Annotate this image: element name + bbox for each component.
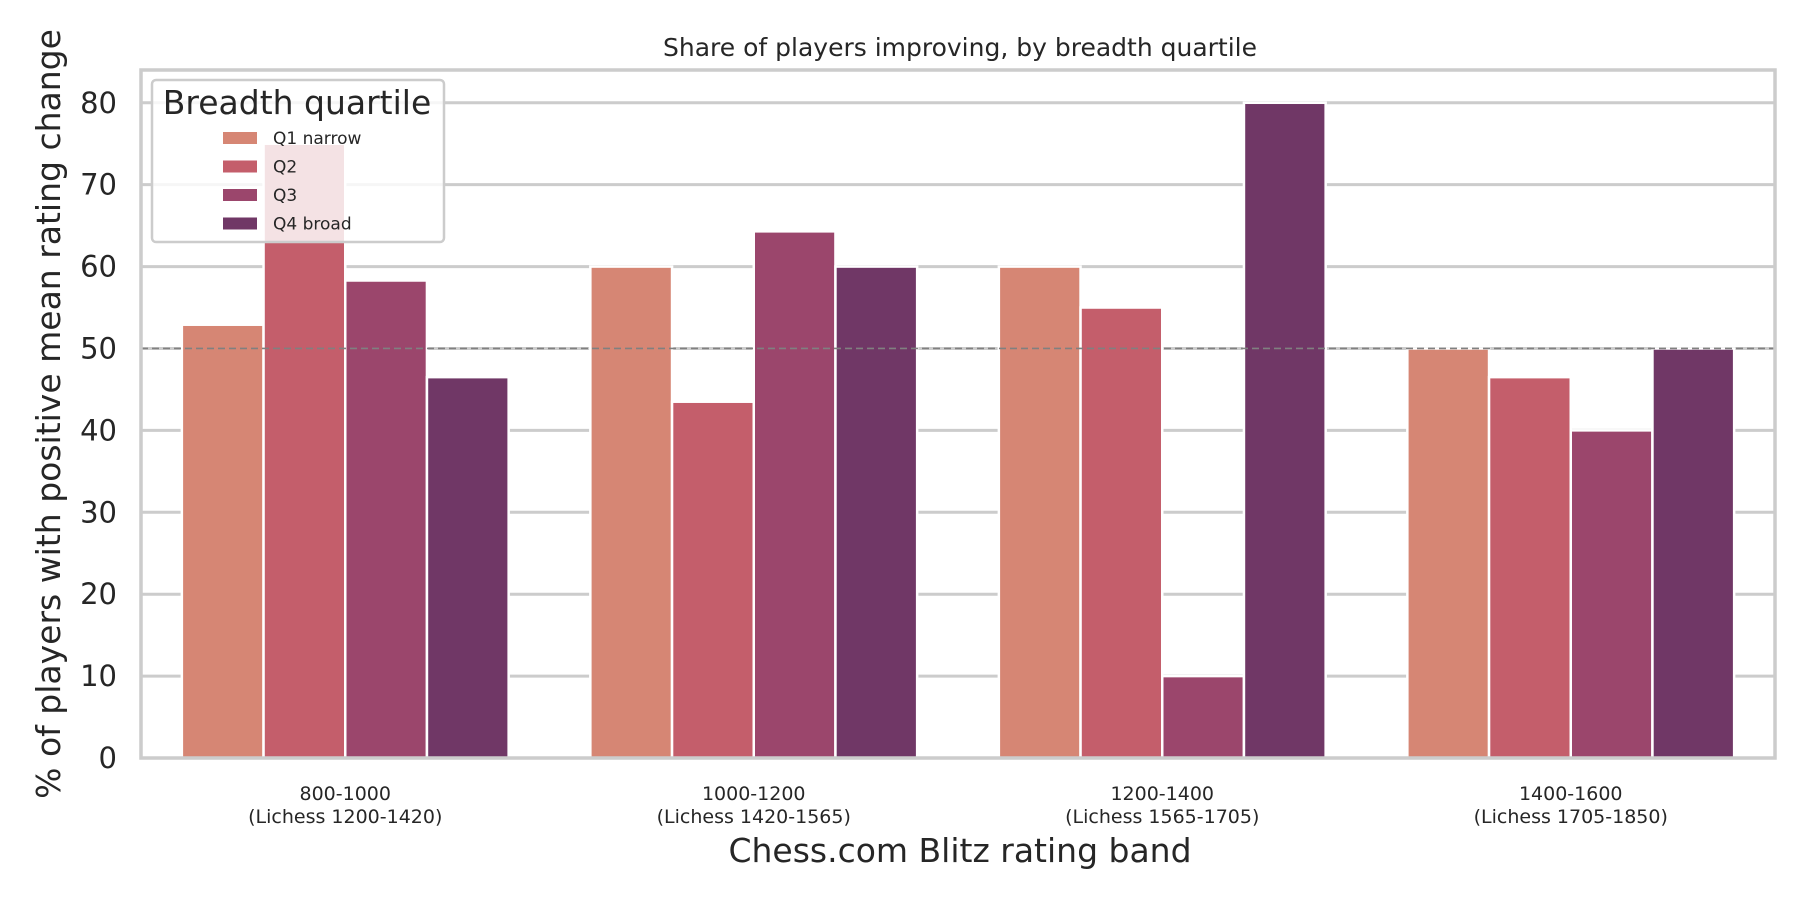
y-axis-label: % of players with positive mean rating c… xyxy=(29,29,68,799)
bar xyxy=(589,265,674,760)
bar xyxy=(262,142,347,760)
bar xyxy=(997,265,1082,760)
x-tick-label: (Lichess 1705-1850) xyxy=(1474,806,1668,828)
legend-box xyxy=(150,78,446,244)
y-tick-label: 20 xyxy=(80,577,117,611)
bar xyxy=(1651,347,1736,760)
x-tick-label: (Lichess 1565-1705) xyxy=(1065,806,1259,828)
x-tick-label: (Lichess 1200-1420) xyxy=(248,806,442,828)
bar xyxy=(1569,429,1654,760)
bar xyxy=(425,375,510,760)
y-tick-label: 50 xyxy=(80,331,117,365)
x-tick-label: 1400-1600 xyxy=(1519,783,1623,805)
x-tick-label: 1000-1200 xyxy=(702,783,806,805)
legend-swatch xyxy=(223,189,257,201)
legend-swatch xyxy=(223,217,257,230)
bar xyxy=(180,323,265,760)
x-tick-label: 1200-1400 xyxy=(1110,783,1214,805)
legend-swatch xyxy=(223,132,257,144)
bar xyxy=(1161,674,1246,760)
x-tick-label: (Lichess 1420-1565) xyxy=(657,806,851,828)
legend-label: Q2 xyxy=(273,158,297,178)
x-tick-label: 800-1000 xyxy=(300,783,391,805)
y-tick-label: 30 xyxy=(80,495,117,529)
legend-label: Q4 broad xyxy=(273,215,352,235)
bar xyxy=(670,400,755,760)
legend: Breadth quartile Q1 narrow Q2 Q3 Q4 broad xyxy=(150,78,446,244)
legend-swatch xyxy=(223,160,257,173)
legend-label: Q1 narrow xyxy=(273,129,361,149)
y-tick-label: 10 xyxy=(80,659,117,693)
bar xyxy=(752,230,837,760)
y-tick-label: 70 xyxy=(80,168,117,202)
legend-title: Breadth quartile xyxy=(163,83,432,122)
bar xyxy=(1487,375,1573,760)
bar xyxy=(1242,101,1327,760)
legend-label: Q3 xyxy=(273,186,297,206)
bar xyxy=(344,279,429,760)
chart-title: Share of players improving, by breadth q… xyxy=(663,33,1257,62)
bar xyxy=(1406,347,1491,760)
bar xyxy=(834,265,919,760)
y-tick-label: 40 xyxy=(80,413,117,447)
y-tick-label: 60 xyxy=(80,250,117,284)
plot-frame xyxy=(139,68,1777,760)
bar xyxy=(1079,306,1164,760)
x-axis-label: Chess.com Blitz rating band xyxy=(728,831,1191,870)
y-tick-label: 80 xyxy=(80,86,117,120)
y-tick-label: 0 xyxy=(99,741,117,775)
